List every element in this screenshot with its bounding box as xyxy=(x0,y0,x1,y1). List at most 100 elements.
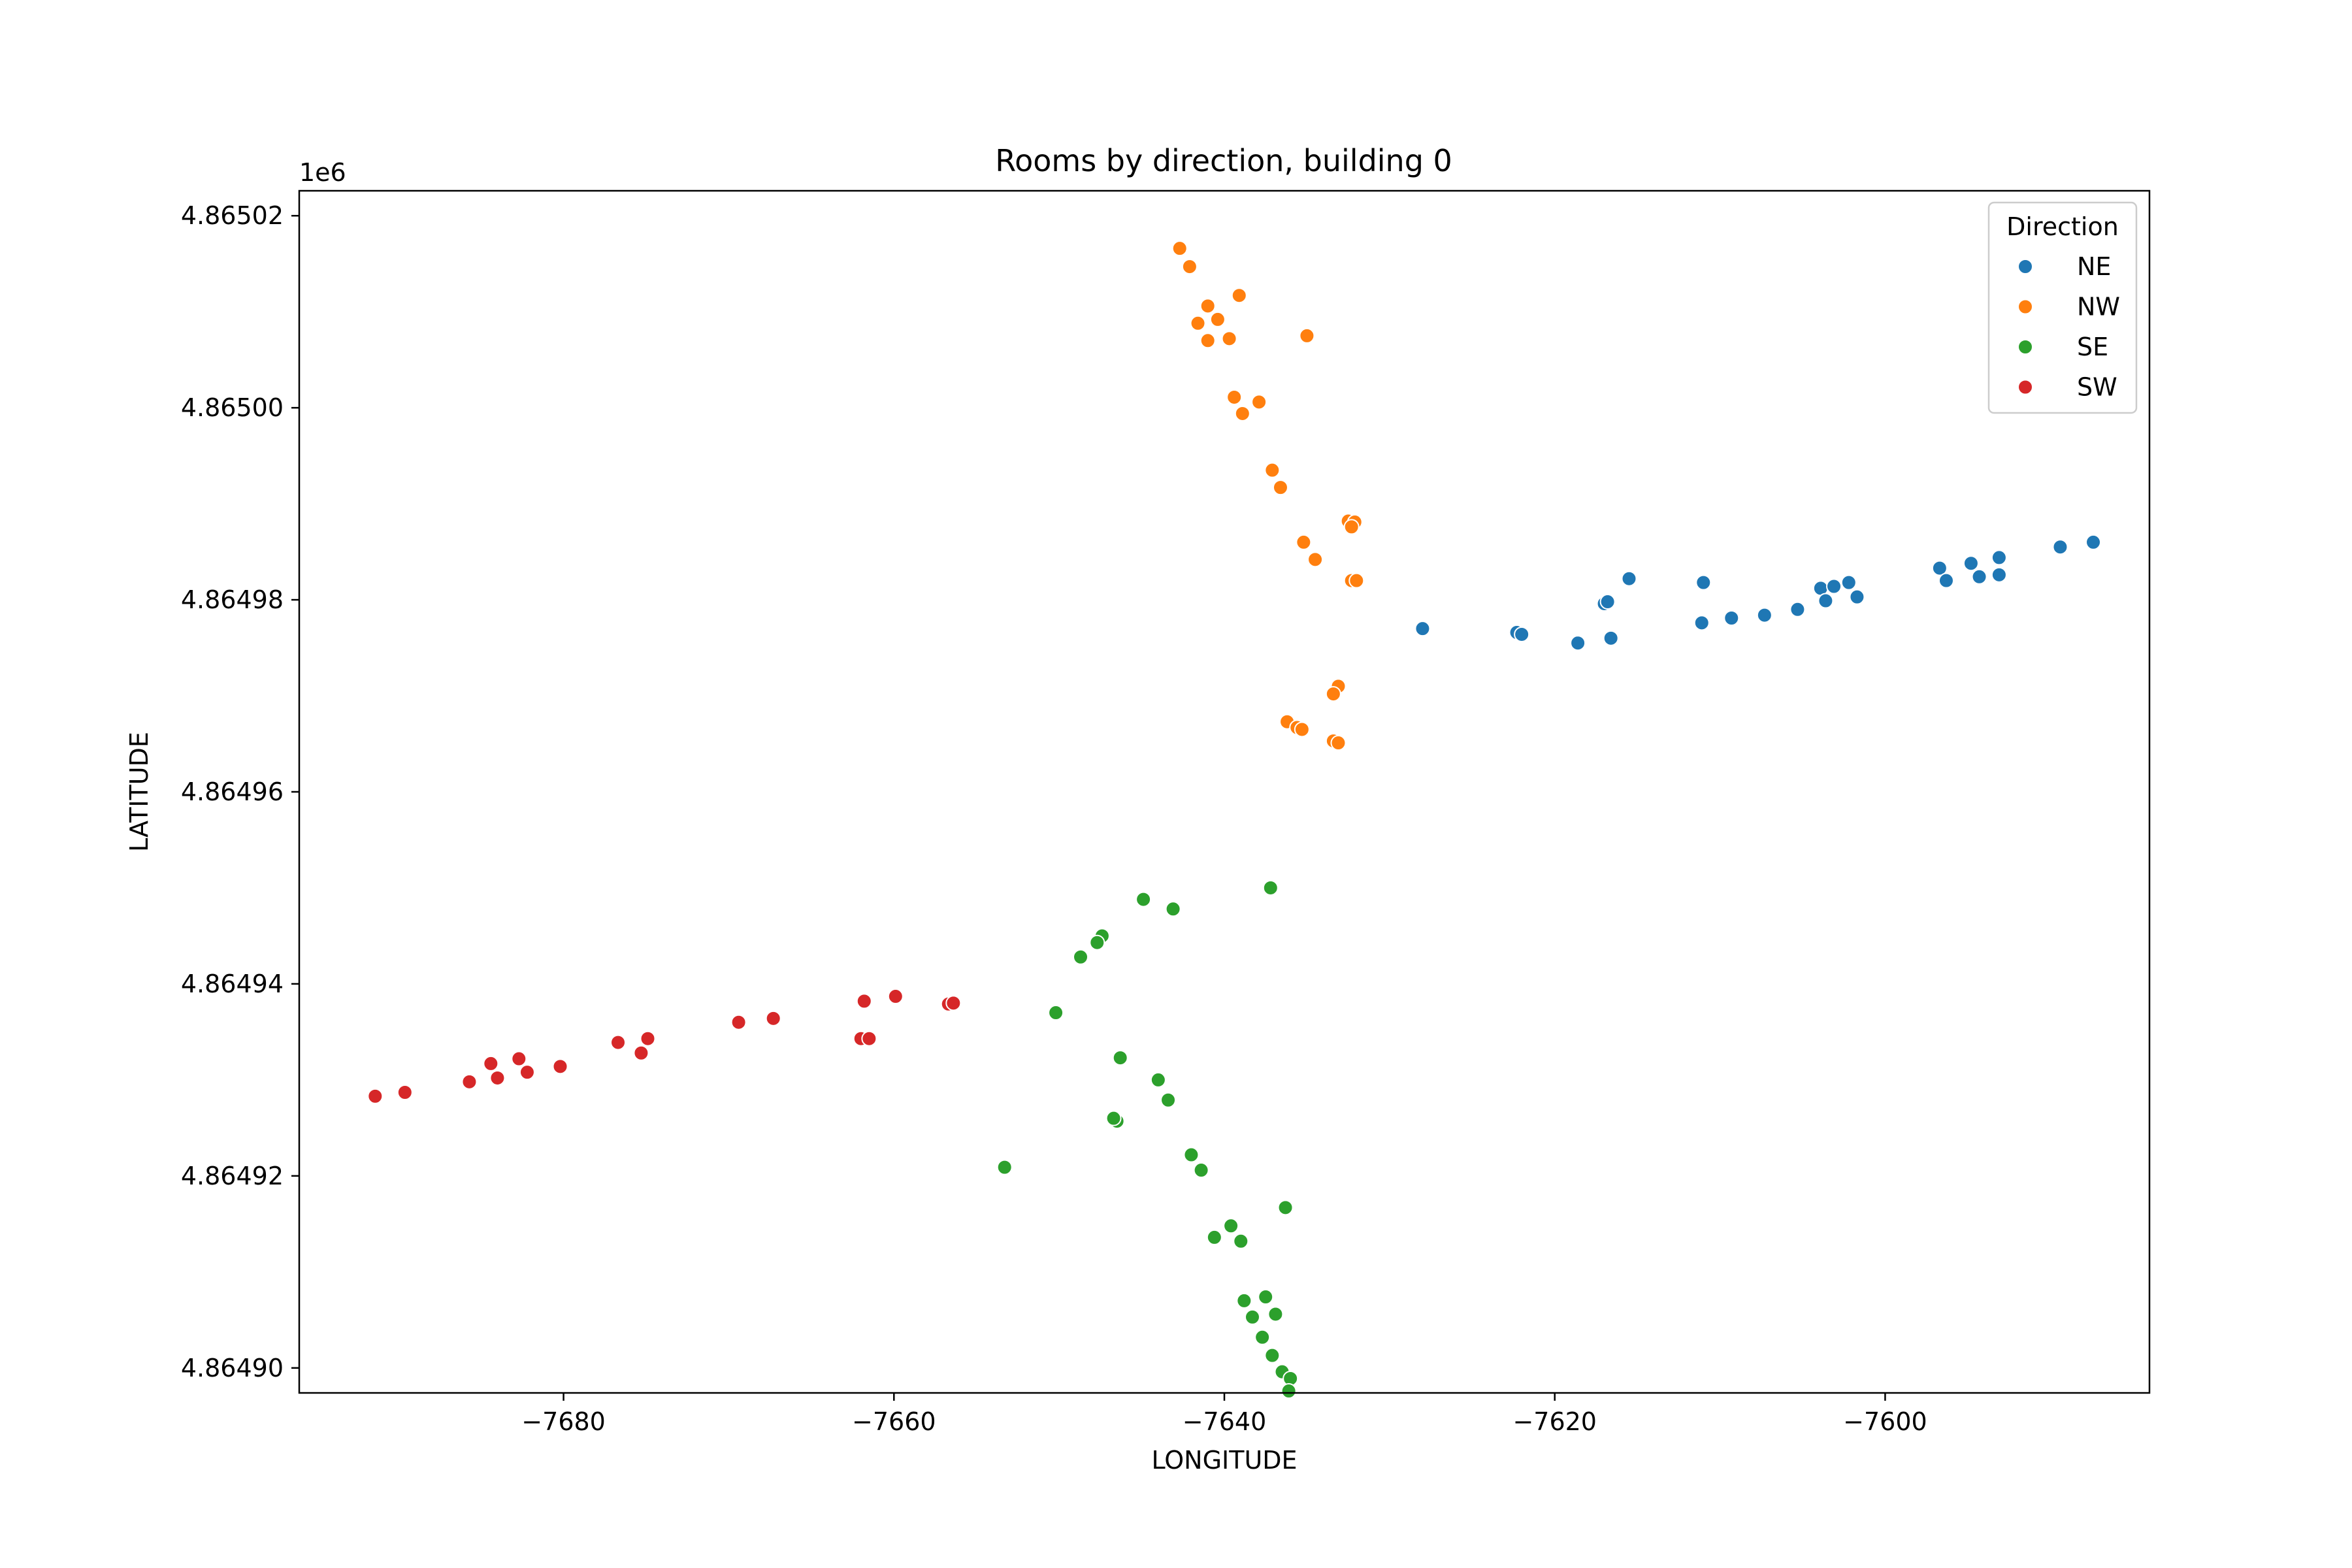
data-point-sw xyxy=(945,995,962,1011)
series-sw xyxy=(367,988,962,1104)
data-point-se xyxy=(1183,1147,1200,1163)
y-tick-label: 4.86502 xyxy=(181,201,284,230)
data-point-ne xyxy=(1570,635,1586,651)
data-point-nw xyxy=(1234,405,1250,421)
data-point-ne xyxy=(1514,626,1530,642)
data-point-ne xyxy=(1963,555,1979,572)
series-nw xyxy=(1171,240,1365,751)
data-point-se xyxy=(1233,1233,1249,1249)
data-point-sw xyxy=(489,1070,506,1086)
y-axis-label: LATITUDE xyxy=(125,732,154,852)
plot-area: −7680 −7660 −7640 −7620 −7600 4.86490 4.86492… xyxy=(181,158,2151,1436)
data-point-sw xyxy=(856,993,872,1009)
data-point-se xyxy=(1135,891,1152,907)
data-point-sw xyxy=(367,1088,384,1104)
legend-marker-se xyxy=(2017,339,2033,355)
data-point-se xyxy=(996,1159,1013,1175)
data-point-sw xyxy=(765,1010,781,1026)
data-point-se xyxy=(1165,901,1181,917)
data-point-se xyxy=(1193,1162,1209,1179)
data-point-ne xyxy=(1789,601,1806,617)
x-tick-label: −7680 xyxy=(521,1407,606,1436)
data-point-se xyxy=(1236,1292,1252,1309)
data-point-ne xyxy=(1723,610,1740,626)
x-axis-ticks: −7680 −7660 −7640 −7620 −7600 xyxy=(521,1393,1927,1436)
legend-label-ne: NE xyxy=(2077,252,2111,281)
data-point-se xyxy=(1254,1329,1271,1345)
data-point-se xyxy=(1112,1050,1128,1066)
data-point-se xyxy=(1223,1218,1239,1234)
data-point-ne xyxy=(1826,578,1842,595)
data-point-se xyxy=(1150,1071,1166,1088)
data-point-ne xyxy=(2085,534,2102,550)
data-point-se xyxy=(1267,1306,1284,1322)
data-point-ne xyxy=(1599,594,1616,610)
data-point-nw xyxy=(1330,735,1347,751)
data-point-nw xyxy=(1294,721,1310,738)
data-point-ne xyxy=(1991,549,2007,566)
data-point-ne xyxy=(1414,621,1431,637)
data-point-se xyxy=(1048,1005,1064,1021)
data-point-se xyxy=(1264,1347,1281,1364)
y-offset-label: 1e6 xyxy=(299,158,346,187)
data-point-nw xyxy=(1296,534,1312,550)
data-point-se xyxy=(1105,1110,1122,1126)
data-point-nw xyxy=(1200,298,1216,314)
data-point-sw xyxy=(640,1030,656,1047)
data-point-nw xyxy=(1226,389,1243,405)
x-tick-label: −7660 xyxy=(852,1407,936,1436)
data-point-sw xyxy=(461,1073,478,1090)
points-layer xyxy=(367,240,2102,1399)
data-point-sw xyxy=(610,1034,627,1051)
y-tick-label: 4.86500 xyxy=(181,393,284,422)
data-point-nw xyxy=(1272,480,1288,496)
data-point-nw xyxy=(1307,551,1324,568)
series-ne xyxy=(1414,534,2102,651)
data-point-ne xyxy=(1693,615,1710,631)
data-point-se xyxy=(1258,1289,1274,1305)
y-tick-label: 4.86492 xyxy=(181,1162,284,1190)
y-tick-label: 4.86494 xyxy=(181,970,284,998)
data-point-ne xyxy=(1756,607,1772,623)
data-point-se xyxy=(1277,1200,1294,1216)
data-point-nw xyxy=(1209,311,1226,327)
data-point-se xyxy=(1262,879,1279,896)
data-point-sw xyxy=(552,1058,568,1075)
chart-title: Rooms by direction, building 0 xyxy=(995,143,1452,178)
x-tick-label: −7640 xyxy=(1183,1407,1267,1436)
data-point-se xyxy=(1244,1309,1260,1325)
data-point-ne xyxy=(1695,574,1712,591)
data-point-nw xyxy=(1343,519,1360,535)
data-point-ne xyxy=(1849,589,1865,605)
data-point-se xyxy=(1206,1229,1222,1245)
data-point-ne xyxy=(1931,560,1948,576)
data-point-se xyxy=(1281,1383,1297,1399)
data-point-ne xyxy=(1621,570,1637,587)
data-point-sw xyxy=(861,1030,877,1047)
series-se xyxy=(996,879,1299,1399)
data-point-nw xyxy=(1251,394,1267,410)
data-point-sw xyxy=(633,1045,649,1061)
y-tick-label: 4.86498 xyxy=(181,585,284,614)
legend-title: Direction xyxy=(2006,212,2119,241)
data-point-nw xyxy=(1200,333,1216,349)
data-point-se xyxy=(1073,949,1089,965)
data-point-ne xyxy=(1991,566,2007,583)
data-point-nw xyxy=(1325,686,1341,702)
y-axis-ticks: 4.86490 4.86492 4.86494 4.86496 4.86498 4.865… xyxy=(181,201,299,1382)
data-point-nw xyxy=(1221,331,1237,347)
y-tick-label: 4.86490 xyxy=(181,1354,284,1382)
data-point-ne xyxy=(1603,630,1619,646)
legend-marker-sw xyxy=(2017,379,2033,395)
data-point-sw xyxy=(483,1055,499,1071)
legend-marker-ne xyxy=(2017,259,2033,274)
legend-label-se: SE xyxy=(2077,333,2108,361)
data-point-nw xyxy=(1264,462,1281,478)
data-point-nw xyxy=(1190,315,1206,331)
plot-frame xyxy=(299,191,2149,1393)
data-point-sw xyxy=(397,1085,413,1100)
x-tick-label: −7600 xyxy=(1843,1407,1927,1436)
legend-entries: NE NW SE SW xyxy=(2017,252,2120,402)
x-tick-label: −7620 xyxy=(1512,1407,1597,1436)
